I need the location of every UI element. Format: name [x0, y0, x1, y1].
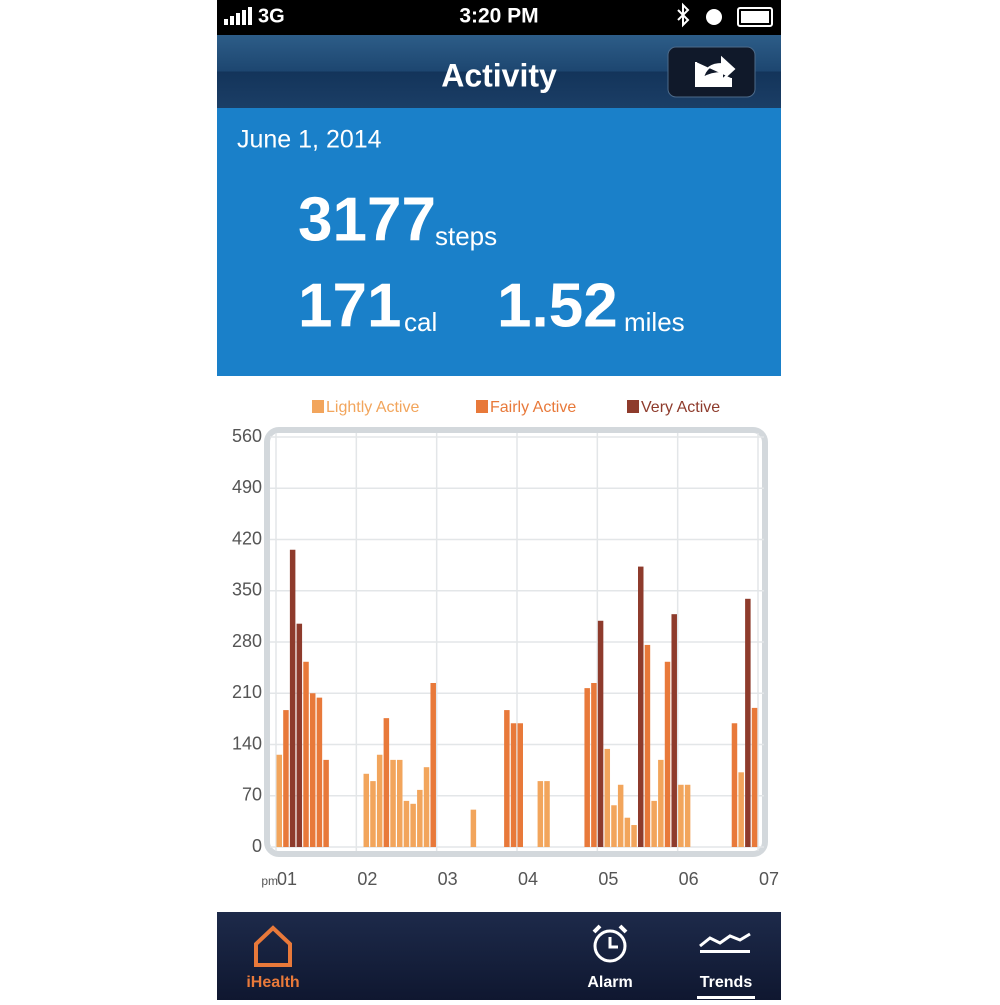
- bar: [510, 723, 517, 847]
- bar: [417, 789, 423, 847]
- status-bar: [217, 0, 781, 35]
- page-title: Activity: [441, 57, 557, 93]
- bar: [591, 683, 597, 847]
- tab-label: iHealth: [246, 974, 299, 991]
- bar: [283, 710, 289, 847]
- bar: [651, 800, 657, 847]
- share-button[interactable]: [667, 46, 756, 98]
- legend-swatch: [476, 400, 488, 413]
- bar: [303, 661, 309, 847]
- bar: [738, 772, 744, 847]
- battery-level: [741, 11, 769, 23]
- y-tick-label: 350: [232, 580, 262, 600]
- bar: [584, 688, 590, 847]
- bar: [363, 773, 370, 847]
- bar: [671, 614, 677, 847]
- tab-trends[interactable]: Trends: [697, 932, 755, 999]
- bar: [289, 549, 296, 847]
- tab-ihealth[interactable]: iHealth: [246, 925, 300, 991]
- bar: [397, 759, 403, 847]
- bar: [403, 800, 410, 847]
- bar: [370, 781, 376, 847]
- bar: [544, 781, 550, 847]
- y-tick-label: 490: [232, 477, 262, 497]
- y-tick-label: 560: [232, 426, 262, 446]
- bar: [376, 754, 383, 847]
- y-tick-label: 420: [232, 528, 262, 548]
- bar: [383, 718, 390, 847]
- bar: [684, 784, 691, 847]
- network: 3G: [258, 5, 285, 27]
- y-tick-label: 210: [232, 682, 262, 702]
- y-tick-label: 280: [232, 631, 262, 651]
- bar: [470, 809, 477, 847]
- tab-bar: [217, 912, 781, 1000]
- x-prefix: pm: [261, 874, 278, 888]
- bar: [731, 723, 738, 847]
- alarm-status-icon: [706, 9, 722, 25]
- tab-alarm[interactable]: Alarm: [587, 924, 633, 991]
- bar: [745, 598, 751, 847]
- bar: [296, 623, 303, 847]
- bar: [276, 754, 282, 847]
- miles-value: 1.52: [497, 271, 618, 340]
- steps-unit: steps: [435, 221, 497, 251]
- bar: [611, 805, 617, 847]
- bar: [309, 693, 316, 847]
- bar: [631, 825, 637, 847]
- bar: [597, 620, 604, 847]
- x-tick-label: 03: [438, 869, 458, 889]
- bar: [678, 784, 684, 847]
- legend-swatch: [312, 400, 324, 413]
- bar: [604, 748, 611, 847]
- bar: [410, 803, 416, 847]
- legend-swatch: [627, 400, 639, 413]
- steps-value: 3177: [298, 185, 436, 254]
- chart: 0 70 140 210 280 350 420 490 560 01 02 03 04 05 06 07 Li…: [232, 399, 779, 889]
- y-tick-label: 0: [252, 836, 262, 856]
- cal-value: 171: [298, 271, 401, 340]
- date: June 1, 2014: [237, 126, 382, 154]
- x-tick-label: 01: [277, 869, 297, 889]
- tab-label: Trends: [700, 974, 753, 991]
- bar: [517, 723, 523, 847]
- bar: [504, 710, 510, 847]
- bar: [423, 767, 430, 847]
- x-tick-label: 04: [518, 869, 538, 889]
- summary-panel: [217, 108, 781, 376]
- x-tick-label: 06: [679, 869, 699, 889]
- bar: [664, 661, 671, 847]
- legend-label: Very Active: [641, 399, 720, 416]
- bar: [658, 759, 664, 847]
- bar: [537, 781, 544, 847]
- x-tick-label: 05: [598, 869, 618, 889]
- clock: 3:20 PM: [459, 5, 538, 28]
- miles-unit: miles: [624, 307, 685, 337]
- legend-label: Lightly Active: [326, 399, 419, 416]
- bar: [617, 784, 624, 847]
- bar: [638, 566, 644, 847]
- signal-icon: [224, 7, 252, 25]
- cal-unit: cal: [404, 307, 437, 337]
- battery-icon: [737, 7, 773, 27]
- bar: [430, 683, 436, 847]
- y-tick-label: 70: [242, 785, 262, 805]
- bar: [323, 759, 329, 847]
- bar: [390, 759, 396, 847]
- tab-label: Alarm: [587, 974, 632, 991]
- x-tick-label: 02: [357, 869, 377, 889]
- bar: [316, 697, 323, 847]
- y-tick-label: 140: [232, 733, 262, 753]
- x-tick-label: 07: [759, 869, 779, 889]
- bar: [644, 644, 651, 847]
- bar: [624, 817, 631, 847]
- bluetooth-icon: [677, 2, 690, 28]
- bar: [751, 707, 758, 847]
- legend-label: Fairly Active: [490, 399, 576, 416]
